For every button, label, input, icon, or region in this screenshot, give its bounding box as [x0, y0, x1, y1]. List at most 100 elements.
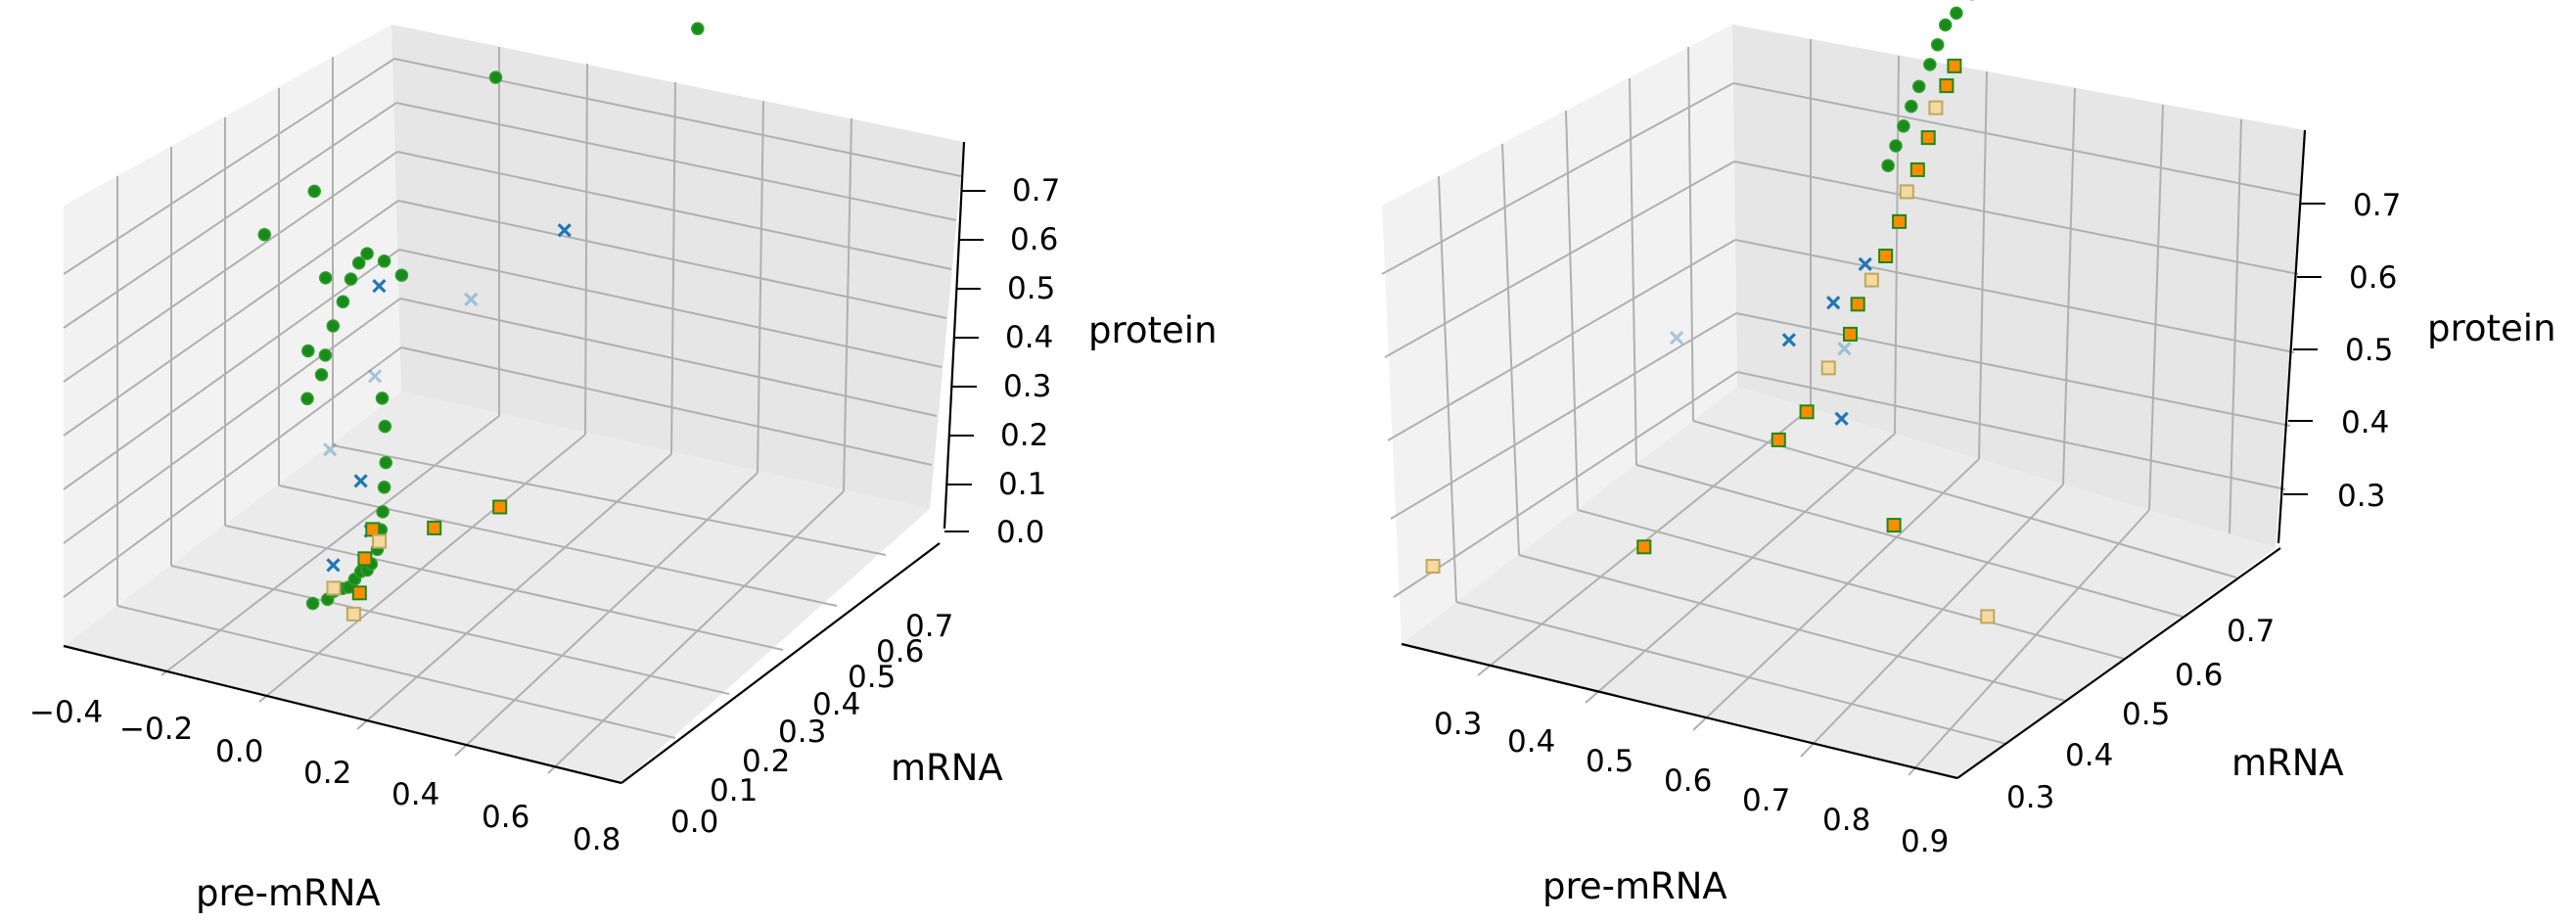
estimated-point [365, 522, 381, 537]
left-z-tick: 0.1 [998, 467, 1046, 502]
trajectory-point [377, 254, 391, 268]
estimated-point [1947, 58, 1962, 73]
right-chart-x-axis-line [1401, 642, 1958, 780]
estimated-point [1939, 78, 1955, 94]
right-y-tick: 0.6 [2175, 658, 2223, 693]
left-y-tick: 0.3 [778, 715, 826, 750]
trajectory-point [1950, 6, 1963, 21]
estimated-point [1899, 184, 1914, 200]
left-x-tick: 0.4 [391, 777, 439, 812]
right-x-tick: 0.8 [1822, 803, 1870, 838]
left-x-tick: 0.0 [215, 734, 263, 769]
estimated-point [427, 520, 442, 535]
trajectory-point [379, 455, 392, 470]
estimated-point [372, 533, 388, 549]
observed-point [323, 442, 338, 457]
right-z-tick: 0.3 [2337, 479, 2385, 514]
trajectory-point [378, 419, 392, 434]
left-x-tick: 0.6 [482, 800, 529, 835]
estimated-point [351, 585, 367, 601]
trajectory-point [1889, 139, 1903, 153]
estimated-point [1892, 213, 1908, 229]
left-z-tick: 0.3 [1003, 369, 1051, 404]
trajectory-point [318, 271, 333, 285]
estimated-point [1920, 130, 1936, 146]
observed-point [367, 369, 383, 384]
left-chart-y-label: mRNA [891, 747, 1003, 789]
trajectory-point [376, 505, 390, 519]
right-chart-x-ticks: 0.3 0.4 0.5 0.6 0.7 0.8 0.9 [1434, 707, 1949, 859]
trajectory-point [1897, 119, 1910, 133]
left-chart: −0.4 −0.2 0.0 0.2 0.4 0.6 0.8 pre-mRNA 0… [29, 22, 1218, 914]
observed-point [1858, 256, 1872, 272]
right-chart: 0.3 0.4 0.5 0.6 0.7 0.8 0.9 pre-mRNA 0.3… [1381, 0, 2556, 907]
left-z-tick: 0.0 [996, 515, 1044, 550]
left-chart-grid [63, 47, 962, 774]
trajectory-point [360, 247, 374, 260]
observed-point [1669, 331, 1684, 346]
observed-point [464, 292, 479, 307]
estimated-point [1820, 360, 1836, 376]
trajectory-point [377, 481, 391, 494]
trajectory-point [326, 319, 341, 333]
estimated-point [492, 499, 508, 515]
observed-point [326, 558, 341, 573]
left-chart-x-label: pre-mRNA [196, 872, 381, 914]
right-z-tick: 0.7 [2353, 188, 2401, 223]
right-y-tick: 0.4 [2065, 738, 2113, 773]
trajectory-point [318, 348, 333, 362]
trajectory-point [314, 368, 329, 382]
left-z-tick: 0.5 [1007, 271, 1055, 306]
estimated-point [1863, 272, 1879, 288]
trajectory-point [344, 272, 358, 286]
observed-point [1837, 342, 1852, 356]
left-chart-x-ticks: −0.4 −0.2 0.0 0.2 0.4 0.6 0.8 [29, 695, 621, 857]
estimated-point [1886, 518, 1902, 533]
left-z-tick: 0.2 [1000, 418, 1048, 453]
estimated-point [1850, 297, 1865, 312]
observed-point [1826, 296, 1841, 310]
right-chart-grid [1381, 39, 2303, 776]
right-x-tick: 0.9 [1901, 824, 1949, 859]
left-x-tick: 0.2 [303, 756, 351, 791]
left-chart-points [257, 22, 705, 622]
trajectory-point [691, 22, 705, 36]
trajectory-point [375, 392, 390, 405]
left-chart-y-ticks: 0.0 0.1 0.2 0.3 0.4 0.5 0.6 0.7 [670, 609, 953, 840]
left-chart-z-ticks: 0.0 0.1 0.2 0.3 0.4 0.5 0.6 0.7 [944, 173, 1060, 550]
left-y-tick: 0.6 [876, 634, 924, 669]
left-z-tick: 0.6 [1010, 222, 1058, 257]
observed-point [353, 474, 368, 488]
trajectory-point [300, 392, 314, 406]
trajectory-point [351, 255, 366, 270]
left-x-tick: −0.4 [29, 695, 103, 730]
right-chart-back-left-pane [1382, 24, 1737, 644]
left-chart-z-label: protein [1088, 309, 1218, 351]
right-chart-z-label: protein [2427, 307, 2556, 349]
left-chart-y-axis-line [621, 542, 941, 784]
left-chart-x-axis-line [63, 644, 622, 785]
right-chart-floor-pane [1402, 387, 2276, 778]
observed-point [1781, 333, 1797, 347]
trajectory-point [1905, 99, 1918, 114]
right-z-tick: 0.5 [2345, 333, 2393, 368]
estimated-point [1799, 404, 1815, 420]
estimated-point [1980, 609, 1996, 624]
trajectory-point [305, 596, 320, 611]
left-z-tick: 0.7 [1012, 173, 1060, 208]
trajectory-point [1911, 79, 1926, 94]
right-z-tick: 0.4 [2341, 405, 2389, 440]
right-chart-y-ticks: 0.3 0.4 0.5 0.6 0.7 [2006, 614, 2275, 815]
right-chart-z-axis-line [2277, 129, 2307, 544]
right-chart-y-label: mRNA [2231, 742, 2344, 784]
observed-point [1834, 411, 1849, 426]
estimated-point [1843, 326, 1858, 342]
right-x-tick: 0.3 [1434, 707, 1482, 742]
right-x-tick: 0.4 [1507, 724, 1555, 760]
trajectory-point [257, 227, 271, 242]
right-z-tick: 0.6 [2349, 260, 2397, 296]
trajectory-point [1881, 159, 1895, 172]
trajectory-point [1923, 58, 1937, 71]
trajectory-point [307, 184, 321, 199]
right-x-tick: 0.5 [1586, 744, 1633, 779]
